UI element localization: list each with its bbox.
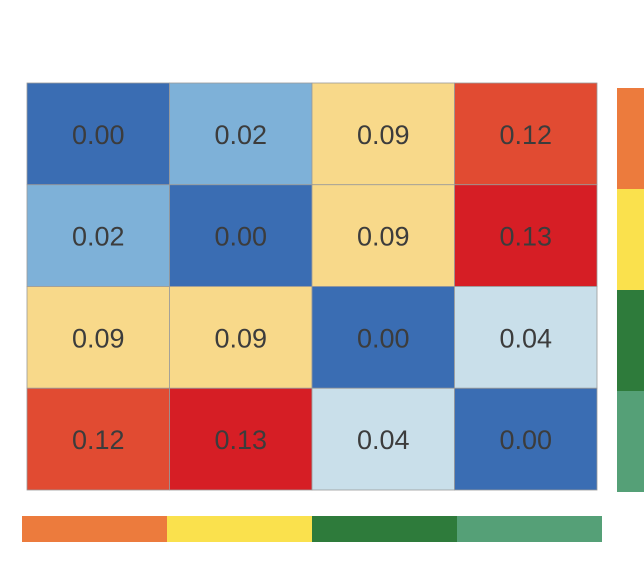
row-annotation-segment — [617, 88, 644, 189]
heatmap-cell-label: 0.04 — [357, 425, 410, 455]
heatmap-cell — [169, 286, 313, 389]
heatmap-cell — [454, 82, 598, 186]
column-annotation-segment — [167, 516, 312, 542]
heatmap-cell — [26, 82, 170, 186]
row-annotation-segment — [617, 189, 644, 290]
heatmap-cell — [454, 184, 598, 287]
heatmap-cell-label: 0.13 — [499, 222, 552, 252]
column-annotation-segment — [312, 516, 457, 542]
column-annotation-segment — [22, 516, 167, 542]
heatmap-cell-label: 0.02 — [72, 222, 125, 252]
column-annotation-bar — [22, 516, 602, 542]
heatmap-cell — [311, 184, 455, 287]
row-annotation-bar — [617, 88, 644, 492]
heatmap-cell-label: 0.00 — [72, 120, 125, 150]
heatmap-cell — [311, 387, 455, 491]
column-annotation-segment — [457, 516, 602, 542]
heatmap-cell-label: 0.09 — [72, 323, 125, 353]
heatmap-cell-label: 0.09 — [357, 222, 410, 252]
heatmap-cell-label: 0.00 — [357, 323, 410, 353]
heatmap-cell-label: 0.00 — [499, 425, 552, 455]
heatmap-cell-label: 0.00 — [214, 222, 267, 252]
row-annotation-segment — [617, 290, 644, 391]
heatmap-cell-label: 0.12 — [72, 425, 125, 455]
heatmap-cell — [169, 387, 313, 491]
heatmap-cell-label: 0.02 — [214, 120, 267, 150]
heatmap-cell — [26, 184, 170, 287]
heatmap-cell-label: 0.13 — [214, 425, 267, 455]
heatmap-cell-label: 0.09 — [357, 120, 410, 150]
row-annotation-segment — [617, 391, 644, 492]
heatmap-cell — [311, 82, 455, 186]
heatmap-cell — [454, 286, 598, 389]
heatmap-cell-label: 0.09 — [214, 323, 267, 353]
heatmap-cells: 0.00 0.02 0.09 0.12 0.02 0.00 0.09 0.13 0.09 0.09… — [26, 82, 598, 491]
heatmap-cell-label: 0.12 — [499, 120, 552, 150]
heatmap-cell — [169, 82, 313, 186]
heatmap-cell-label: 0.04 — [499, 323, 552, 353]
heatmap-cell — [169, 184, 313, 287]
heatmap-cell — [454, 387, 598, 491]
heatmap-cell — [26, 387, 170, 491]
